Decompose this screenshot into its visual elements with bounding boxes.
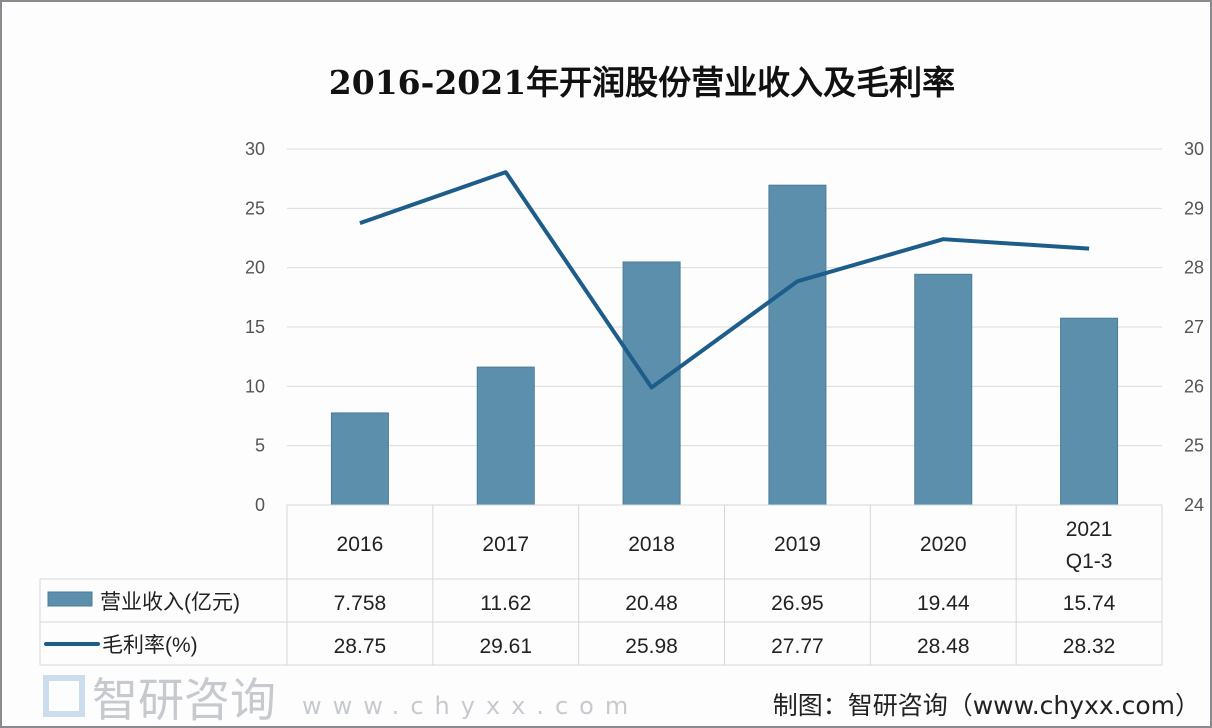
legend-revenue-label: 营业收入(亿元): [100, 591, 240, 614]
revenue-value: 11.62: [480, 592, 531, 615]
revenue-value: 20.48: [625, 592, 678, 615]
margin-value: 25.98: [625, 635, 678, 658]
revenue-value: 15.74: [1063, 592, 1116, 615]
legend-bar-swatch: [47, 591, 93, 607]
left-axis-tick: 10: [245, 376, 265, 396]
margin-value: 28.75: [334, 635, 387, 658]
right-axis-tick: 28: [1184, 258, 1204, 278]
margin-value: 27.77: [771, 635, 824, 658]
revenue-value: 26.95: [771, 592, 824, 615]
left-axis-tick: 30: [245, 139, 265, 159]
watermark-url: www.chyxx.com: [302, 692, 639, 720]
margin-value: 28.48: [917, 635, 970, 658]
margin-value: 28.32: [1063, 635, 1116, 658]
right-axis-tick: 24: [1184, 495, 1204, 515]
watermark-logo-icon: [43, 675, 85, 717]
right-axis-tick: 30: [1184, 139, 1204, 159]
category-label: 2016: [337, 533, 384, 556]
left-axis-tick: 25: [245, 198, 265, 218]
category-label: 2017: [482, 533, 529, 556]
bar-0: [330, 412, 389, 506]
category-label: 2020: [920, 533, 967, 556]
right-axis-tick: 27: [1184, 317, 1204, 337]
margin-line: [359, 170, 1090, 390]
revenue-value: 19.44: [917, 592, 970, 615]
bar-2: [622, 261, 681, 506]
source-note: 制图：智研咨询（www.chyxx.com）: [773, 691, 1200, 720]
chart-title: 2016-2021年开润股份营业收入及毛利率: [329, 63, 955, 102]
bar-5: [1060, 317, 1119, 506]
right-axis-tick: 29: [1184, 198, 1204, 218]
left-axis-tick: 15: [245, 317, 265, 337]
left-axis-tick: 5: [255, 436, 265, 456]
category-label: 2019: [774, 533, 821, 556]
left-axis-tick: 0: [255, 495, 265, 515]
category-label: 2021: [1066, 518, 1113, 541]
category-label: Q1-3: [1066, 550, 1113, 573]
margin-value: 29.61: [479, 635, 532, 658]
bar-3: [768, 184, 827, 506]
left-axis-tick: 20: [245, 258, 265, 278]
category-label: 2018: [628, 533, 675, 556]
right-axis-tick: 26: [1184, 376, 1204, 396]
bar-1: [476, 366, 535, 506]
right-axis-tick: 25: [1184, 436, 1204, 456]
revenue-value: 7.758: [334, 592, 387, 615]
watermark-brand: 智研咨询: [92, 673, 276, 727]
legend-margin-label: 毛利率(%): [102, 634, 198, 657]
bar-4: [914, 273, 973, 506]
